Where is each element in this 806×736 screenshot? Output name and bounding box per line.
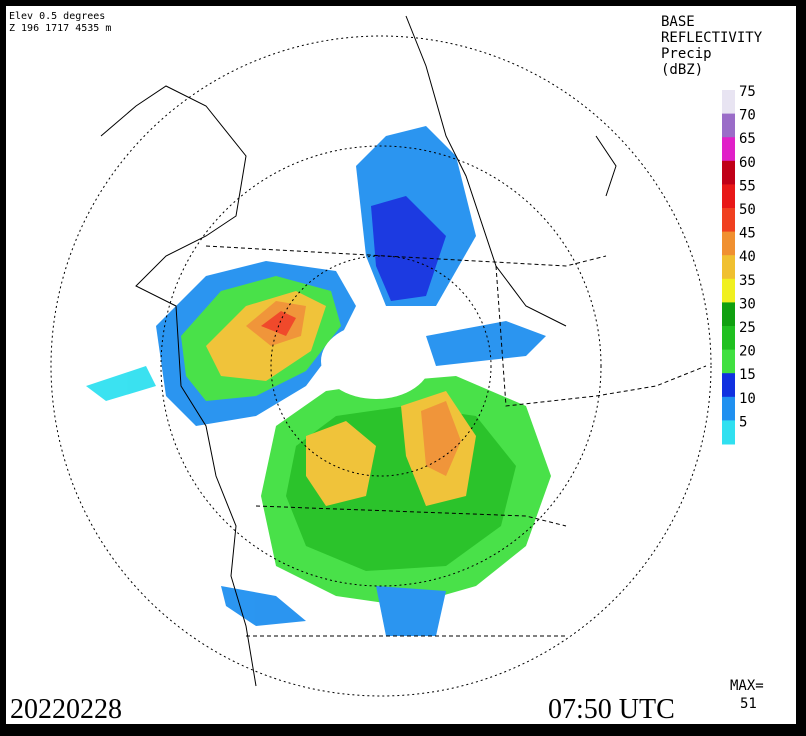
boundaries xyxy=(100,15,707,687)
time: 07:50 UTC xyxy=(548,694,675,724)
legend-swatch xyxy=(722,396,735,421)
legend-swatch xyxy=(722,278,735,303)
legend-swatch xyxy=(722,184,735,209)
legend-swatch xyxy=(722,231,735,256)
legend-swatch xyxy=(722,208,735,233)
legend-title: REFLECTIVITY xyxy=(661,30,763,46)
site-info: Z 196 1717 4535 m xyxy=(9,23,111,34)
legend-swatch xyxy=(722,349,735,374)
legend-title: (dBZ) xyxy=(661,62,703,78)
elevation: Elev 0.5 degrees xyxy=(9,11,105,22)
legend-label: 70 xyxy=(739,108,756,124)
legend-label: 35 xyxy=(739,273,756,289)
legend-label: 75 xyxy=(739,84,756,100)
legend-swatch xyxy=(722,326,735,351)
legend-swatch xyxy=(722,255,735,280)
legend-label: 25 xyxy=(739,320,756,336)
legend-swatch xyxy=(722,420,735,445)
echoes xyxy=(86,126,551,636)
range-rings xyxy=(50,35,712,697)
legend-label: 45 xyxy=(739,226,756,242)
legend-label: 65 xyxy=(739,131,756,147)
max-value: 51 xyxy=(740,696,757,712)
legend-title: BASE xyxy=(661,14,695,30)
legend-label: 30 xyxy=(739,296,756,312)
radar-panel: BASE REFLECTIVITY Precip (dBZ) 75 70 65 60 55 50 4… xyxy=(6,6,796,725)
legend-swatch xyxy=(722,302,735,327)
legend-label: 40 xyxy=(739,249,756,265)
legend-swatch xyxy=(722,113,735,138)
legend-swatch xyxy=(722,160,735,185)
legend-swatch xyxy=(722,90,735,115)
legend-swatch xyxy=(722,373,735,398)
legend-label: 15 xyxy=(739,367,756,383)
legend-label: 20 xyxy=(739,344,756,360)
legend-label: 50 xyxy=(739,202,756,218)
legend-swatch xyxy=(722,137,735,162)
legend-title: Precip xyxy=(661,46,712,62)
legend-label: 5 xyxy=(739,414,747,430)
legend-label: 60 xyxy=(739,155,756,171)
max-label: MAX= xyxy=(730,678,764,694)
legend-label: 55 xyxy=(739,178,756,194)
legend-label: 10 xyxy=(739,391,756,407)
date: 20220228 xyxy=(10,694,122,724)
